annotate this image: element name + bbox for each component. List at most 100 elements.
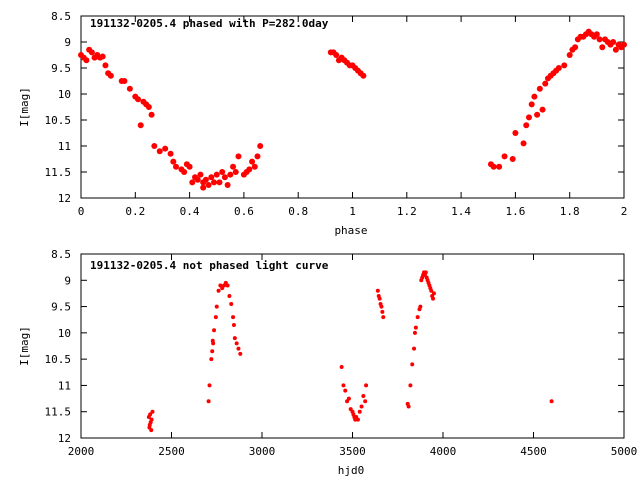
data-point xyxy=(126,85,133,92)
data-point xyxy=(561,62,568,69)
x-tick-label: 3500 xyxy=(339,445,366,458)
data-point xyxy=(501,153,508,160)
data-point xyxy=(235,153,242,160)
data-point xyxy=(148,111,155,118)
x-tick-label: 0.4 xyxy=(180,205,200,218)
data-point xyxy=(232,169,239,175)
data-point xyxy=(173,163,180,170)
data-point xyxy=(520,140,527,147)
data-point xyxy=(429,288,434,293)
data-point xyxy=(361,393,366,398)
data-point xyxy=(542,80,549,87)
data-point xyxy=(107,72,114,79)
data-point xyxy=(423,270,428,275)
data-point xyxy=(621,41,627,48)
data-point xyxy=(189,179,196,186)
data-point xyxy=(364,383,369,388)
y-tick-label: 11.5 xyxy=(45,406,72,419)
y-tick-label: 11 xyxy=(58,379,71,392)
data-point xyxy=(181,169,188,175)
data-point xyxy=(596,36,603,43)
data-point xyxy=(377,296,382,301)
x-tick-label: 2 xyxy=(621,205,628,218)
x-axis-label: hjd0 xyxy=(338,464,365,477)
x-tick-label: 4500 xyxy=(520,445,547,458)
y-axis-label: I[mag] xyxy=(18,87,31,127)
data-point xyxy=(145,104,152,110)
data-point xyxy=(418,304,423,309)
data-point xyxy=(339,365,344,370)
x-tick-label: 5000 xyxy=(611,445,638,458)
y-tick-label: 11 xyxy=(58,140,71,153)
data-point xyxy=(360,72,367,79)
chart-title: 191132-0205.4 not phased light curve xyxy=(90,259,329,272)
data-point xyxy=(363,399,368,404)
data-point xyxy=(539,106,546,113)
data-point xyxy=(121,78,128,84)
y-tick-label: 12 xyxy=(58,432,71,445)
data-point xyxy=(194,176,201,183)
y-tick-label: 10.5 xyxy=(45,353,72,366)
data-points xyxy=(78,28,627,191)
data-point xyxy=(99,53,106,60)
x-tick-label: 3000 xyxy=(249,445,276,458)
unphased-light-curve-panel: 191132-0205.4 not phased light curve hjd… xyxy=(18,248,637,477)
data-point xyxy=(357,409,362,414)
data-point xyxy=(343,388,348,393)
data-point xyxy=(375,288,380,293)
data-point xyxy=(200,184,207,191)
data-point xyxy=(162,145,169,152)
data-point xyxy=(186,163,193,170)
data-point xyxy=(212,328,217,333)
data-point xyxy=(234,341,239,346)
data-point xyxy=(359,404,364,409)
y-tick-label: 9.5 xyxy=(51,301,71,314)
y-tick-label: 9.5 xyxy=(51,62,71,75)
data-points xyxy=(146,270,554,433)
y-tick-label: 9 xyxy=(64,36,71,49)
data-point xyxy=(216,179,223,186)
y-tick-label: 10.5 xyxy=(45,114,72,127)
data-point xyxy=(412,346,417,351)
data-point xyxy=(406,404,411,409)
data-point xyxy=(346,396,351,401)
data-point xyxy=(412,330,417,335)
y-tick-label: 9 xyxy=(64,274,71,287)
data-point xyxy=(251,163,258,170)
chart-title: 191132-0205.4 phased with P=282.0day xyxy=(90,17,329,30)
data-point xyxy=(536,85,543,92)
data-point xyxy=(102,62,109,69)
x-tick-label: 2000 xyxy=(68,445,95,458)
data-point xyxy=(221,174,228,181)
data-point xyxy=(227,294,232,299)
data-point xyxy=(231,322,236,327)
data-point xyxy=(209,357,214,362)
y-tick-label: 8.5 xyxy=(51,10,71,23)
data-point xyxy=(257,143,264,149)
data-point xyxy=(496,163,503,170)
data-point xyxy=(525,114,532,121)
data-point xyxy=(408,383,413,388)
data-point xyxy=(379,304,384,309)
data-point xyxy=(528,101,535,108)
axis-ticks: 2000 2500 3000 3500 4000 4500 5000 8.5 9 9.5 10 10.… xyxy=(45,248,638,458)
data-point xyxy=(238,351,243,356)
data-point xyxy=(148,412,153,417)
data-point xyxy=(415,315,420,320)
data-point xyxy=(534,111,541,118)
data-point xyxy=(216,288,221,293)
data-point xyxy=(610,39,617,45)
x-tick-label: 2500 xyxy=(158,445,185,458)
data-point xyxy=(512,130,519,136)
data-point xyxy=(206,399,211,404)
x-tick-label: 4000 xyxy=(430,445,457,458)
x-tick-label: 1.8 xyxy=(560,205,580,218)
data-point xyxy=(135,96,142,103)
y-tick-label: 12 xyxy=(58,192,71,205)
data-point xyxy=(230,163,237,170)
data-point xyxy=(254,153,261,160)
data-point xyxy=(509,156,516,162)
data-point xyxy=(431,296,436,301)
data-point xyxy=(566,52,573,58)
